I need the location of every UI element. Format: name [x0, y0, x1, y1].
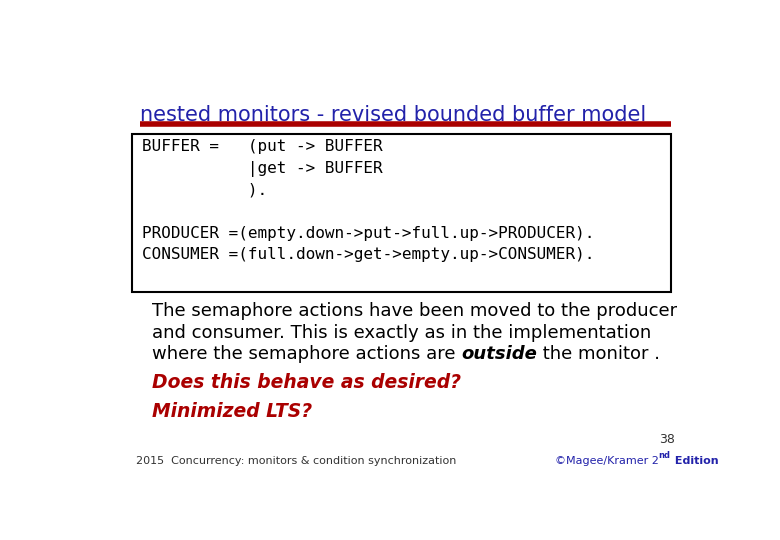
Text: ).: ).: [143, 183, 268, 198]
Text: Minimized LTS?: Minimized LTS?: [152, 402, 312, 421]
Text: nested monitors - revised bounded buffer model: nested monitors - revised bounded buffer…: [140, 105, 647, 125]
Text: The semaphore actions have been moved to the producer: The semaphore actions have been moved to…: [152, 302, 677, 320]
FancyBboxPatch shape: [133, 134, 671, 292]
Text: BUFFER =   (put -> BUFFER: BUFFER = (put -> BUFFER: [143, 139, 383, 154]
Text: |get -> BUFFER: |get -> BUFFER: [143, 161, 383, 177]
Text: Edition: Edition: [671, 456, 718, 466]
Text: and consumer. This is exactly as in the implementation: and consumer. This is exactly as in the …: [152, 323, 651, 341]
Text: outside: outside: [461, 345, 537, 363]
Text: the monitor .: the monitor .: [537, 345, 660, 363]
Text: CONSUMER =(full.down->get->empty.up->CONSUMER).: CONSUMER =(full.down->get->empty.up->CON…: [143, 247, 595, 262]
Text: nd: nd: [658, 451, 671, 460]
Text: 38: 38: [659, 433, 675, 446]
Text: PRODUCER =(empty.down->put->full.up->PRODUCER).: PRODUCER =(empty.down->put->full.up->PRO…: [143, 226, 595, 241]
Text: 2015  Concurrency: monitors & condition synchronization: 2015 Concurrency: monitors & condition s…: [136, 456, 456, 466]
Text: where the semaphore actions are: where the semaphore actions are: [152, 345, 461, 363]
Text: Does this behave as desired?: Does this behave as desired?: [152, 373, 461, 392]
Text: ©Magee/Kramer 2: ©Magee/Kramer 2: [555, 456, 658, 466]
